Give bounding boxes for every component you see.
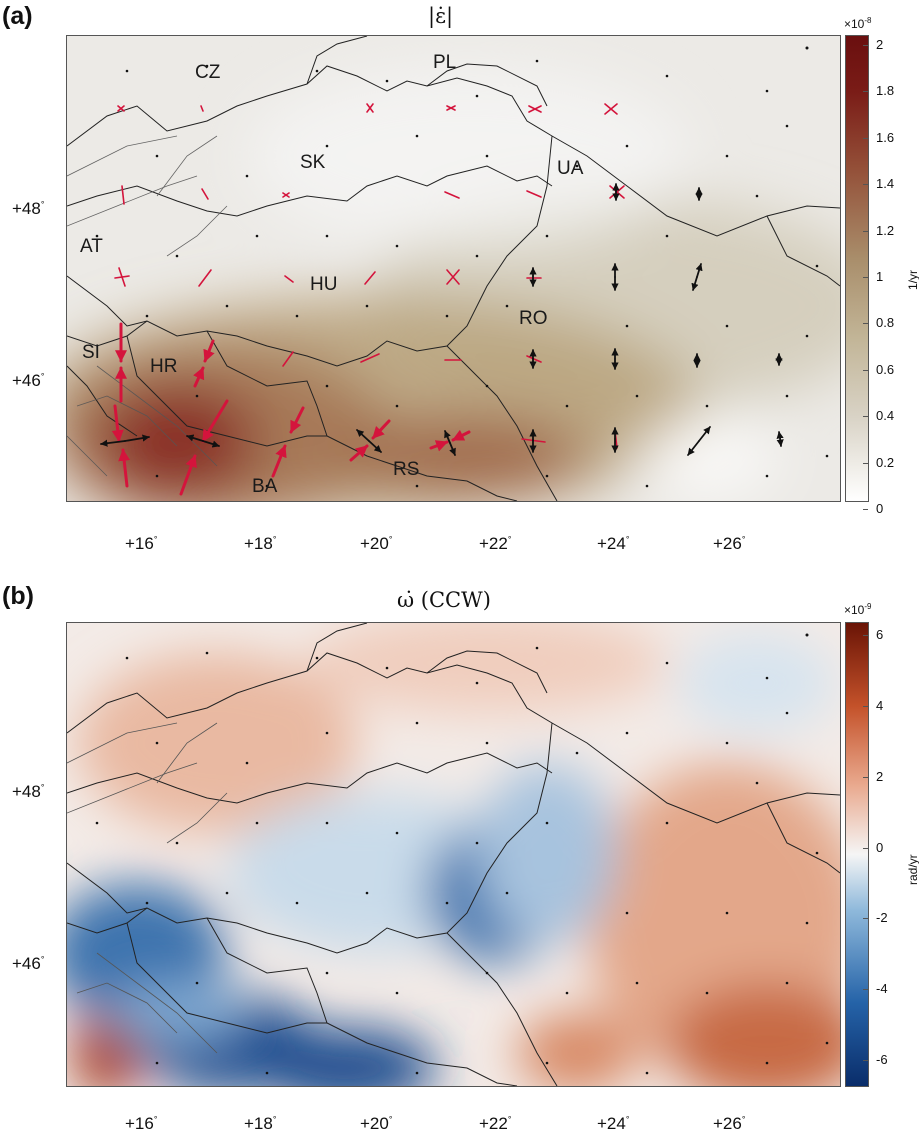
strain-rate-map <box>66 35 841 502</box>
strain-rate-field <box>67 36 840 501</box>
country-label-ua: UA <box>557 158 584 179</box>
country-label-rs: RS <box>393 459 420 480</box>
colorbar-b-tick-mark <box>863 705 868 707</box>
lat-label-46-b: +46° <box>12 954 45 973</box>
colorbar-b <box>845 622 869 1087</box>
panel-a-strain-rate: (a) |ε̇| <box>0 0 919 565</box>
panel-b-title: ω̇ (CCW) <box>397 588 491 612</box>
colorbar-a-tick-label: 0.6 <box>876 361 895 377</box>
colorbar-b-tick-label: -4 <box>876 981 888 997</box>
colorbar-a-tick-mark <box>863 323 868 325</box>
fault-lines-b <box>67 722 228 1054</box>
colorbar-b-tick-mark <box>863 989 868 991</box>
colorbar-a-tick-mark <box>863 45 868 46</box>
colorbar-a-tick-mark <box>863 137 868 139</box>
colorbar-a-tick-label: 0.8 <box>876 315 895 331</box>
lon-label-26-b: +26° <box>713 1114 746 1133</box>
lat-label-46: +46° <box>12 371 45 390</box>
rotation-rate-map <box>66 622 841 1087</box>
colorbar-b-unit: rad/yr <box>906 854 919 885</box>
colorbar-b-tick-label: 2 <box>876 768 884 784</box>
country-label-hu: HU <box>310 274 338 295</box>
colorbar-a-tick-label: 1.6 <box>876 129 895 145</box>
country-label-si: SI <box>82 342 100 363</box>
lon-label-18: +18° <box>244 534 277 553</box>
strain-rate-glyphs <box>100 103 784 496</box>
lon-label-26: +26° <box>713 534 746 553</box>
colorbar-a-tick-mark <box>863 369 868 371</box>
panel-b-letter: (b) <box>2 582 34 610</box>
colorbar-b-tick-mark <box>863 635 868 636</box>
colorbar-a-tick-label: 0 <box>876 501 884 516</box>
colorbar-a-tick-label: 1.8 <box>876 83 895 99</box>
lon-label-22-b: +22° <box>479 1114 512 1133</box>
colorbar-a-tick-label: 1 <box>876 269 884 284</box>
colorbar-b-exponent: ×10-9 <box>844 602 872 617</box>
lon-label-24-b: +24° <box>597 1114 630 1133</box>
country-label-cz: CZ <box>195 62 221 83</box>
colorbar-b-tick-mark <box>863 1060 868 1061</box>
colorbar-b-tick-mark <box>863 847 868 849</box>
gnss-stations <box>95 46 829 488</box>
colorbar-a-tick-mark <box>863 230 868 232</box>
lat-label-48: +48° <box>12 199 45 218</box>
country-label-pl: PL <box>433 52 457 73</box>
colorbar-b-tick-label: 6 <box>876 627 884 642</box>
country-label-ba: BA <box>252 476 278 497</box>
country-label-sk: SK <box>300 152 326 173</box>
country-borders <box>67 36 840 501</box>
colorbar-a-tick-mark <box>863 509 868 510</box>
country-label-ro: RO <box>519 308 548 329</box>
panel-a-title: |ε̇| <box>428 4 454 28</box>
colorbar-b-tick-mark <box>863 776 868 778</box>
colorbar-a-exponent: ×10-8 <box>844 16 872 31</box>
colorbar-a-unit: 1/yr <box>906 269 919 290</box>
country-label-at: AT <box>80 236 103 257</box>
colorbar-a-tick-label: 2 <box>876 37 884 52</box>
colorbar-a-tick-label: 1.4 <box>876 176 895 192</box>
colorbar-a-tick-mark <box>863 184 868 186</box>
lon-label-22: +22° <box>479 534 512 553</box>
colorbar-b-tick-label: 0 <box>876 839 884 855</box>
panel-a-letter: (a) <box>2 2 33 30</box>
panel-b-rotation-rate: (b) ω̇ (CCW) <box>0 580 919 1143</box>
colorbar-b-tick-label: 4 <box>876 697 884 713</box>
colorbar-b-tick-label: -2 <box>876 910 888 926</box>
lon-label-24: +24° <box>597 534 630 553</box>
lat-label-48-b: +48° <box>12 782 45 801</box>
colorbar-b-tick-mark <box>863 918 868 920</box>
colorbar-a-tick-mark <box>863 277 868 278</box>
colorbar-a-tick-label: 1.2 <box>876 222 895 238</box>
lon-label-16-b: +16° <box>125 1114 158 1133</box>
colorbar-b-tick-label: -6 <box>876 1052 888 1067</box>
colorbar-a-tick-label: 0.4 <box>876 408 895 424</box>
colorbar-a-tick-mark <box>863 91 868 93</box>
colorbar-a-tick-label: 0.2 <box>876 454 895 470</box>
lon-label-16: +16° <box>125 534 158 553</box>
lon-label-18-b: +18° <box>244 1114 277 1133</box>
country-label-hr: HR <box>150 356 178 377</box>
lon-label-20-b: +20° <box>360 1114 393 1133</box>
colorbar-a <box>845 35 869 502</box>
gnss-stations-b <box>95 633 829 1075</box>
country-borders-b <box>67 623 840 1086</box>
fault-lines <box>67 135 228 477</box>
rotation-rate-field <box>67 623 840 1086</box>
colorbar-a-tick-mark <box>863 462 868 464</box>
colorbar-a-tick-mark <box>863 416 868 418</box>
lon-label-20: +20° <box>360 534 393 553</box>
